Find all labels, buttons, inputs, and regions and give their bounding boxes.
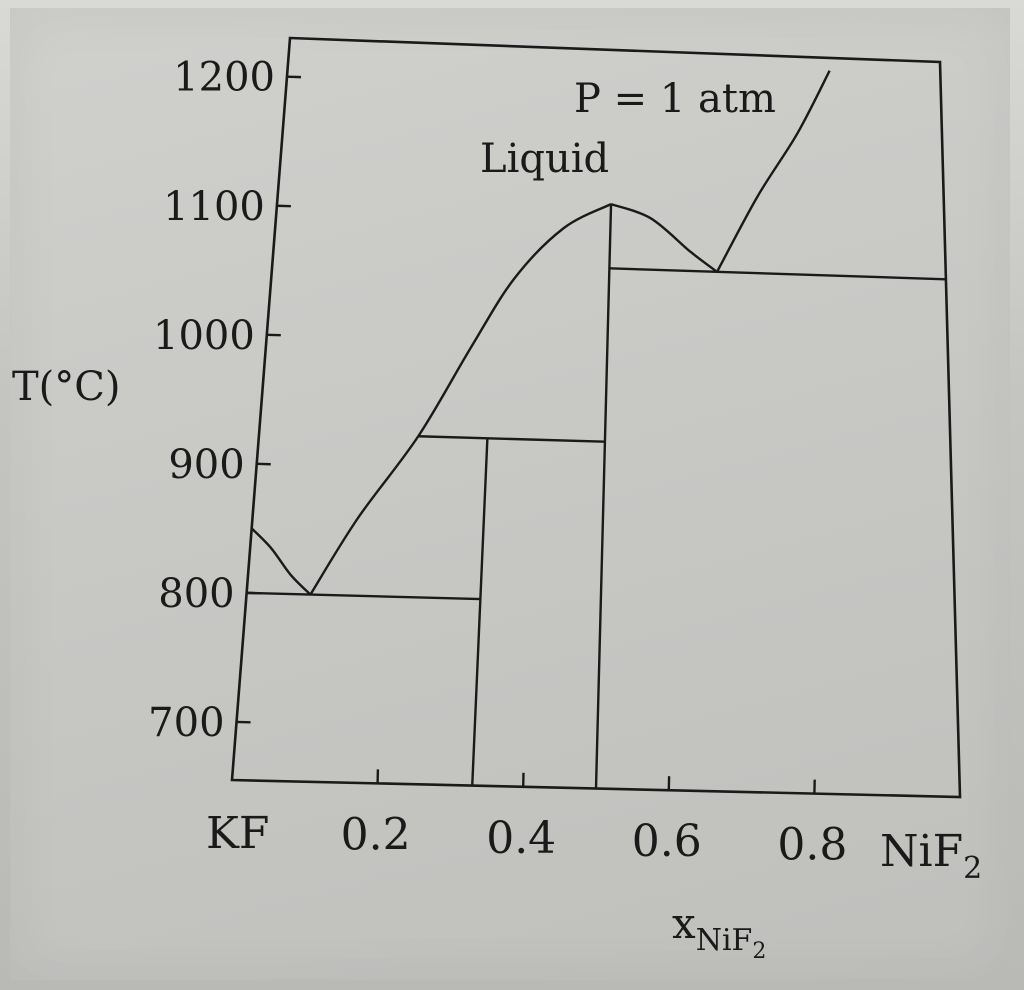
NiF2-liquidus [716, 70, 831, 273]
peritectic-line [418, 435, 605, 443]
eutectic-2-line [609, 267, 946, 281]
x-axis-label-sub: NiF [696, 923, 753, 958]
x-end-label-right-main: NiF [880, 826, 963, 877]
plot-border [230, 36, 962, 799]
x-end-label-left: KF [206, 808, 269, 859]
x-tick-label-0.4: 0.4 [486, 813, 556, 864]
x-axis-label-subsub: 2 [752, 939, 766, 964]
y-tick-label-1000: 1000 [153, 313, 255, 359]
chart-labels: P = 1 atm Liquid T(°C) KF NiF2 xNiF2 [12, 76, 982, 964]
liquid-region-label: Liquid [480, 136, 609, 182]
x-tick-label-0.2: 0.2 [341, 809, 411, 860]
compound-KNiF3-line [594, 204, 613, 789]
plot-frame [230, 36, 962, 799]
x-axis-label-main: x [672, 899, 696, 948]
KF-liquidus [250, 527, 312, 596]
paper-page [10, 8, 1010, 980]
y-tick-label-700: 700 [148, 700, 224, 746]
x-tick-label-0.8: 0.8 [777, 820, 847, 871]
y-tick-label-1100: 1100 [163, 184, 265, 230]
pressure-condition: P = 1 atm [574, 76, 776, 122]
compound1-liquidus [309, 203, 612, 596]
y-tick-label-1200: 1200 [173, 55, 275, 101]
x-tick-label-0.6: 0.6 [632, 816, 702, 867]
compound2-liquidus [610, 202, 718, 273]
x-axis-label: xNiF2 [672, 899, 766, 964]
y-tick-label-800: 800 [158, 571, 234, 617]
eutectic-1-line [246, 591, 481, 601]
x-end-label-right: NiF2 [880, 826, 982, 886]
x-end-label-right-sub: 2 [963, 851, 982, 886]
y-tick-label-900: 900 [168, 442, 244, 488]
tie-lines [246, 204, 946, 789]
y-axis-label: T(°C) [12, 364, 121, 410]
liquidus-curves [250, 70, 831, 596]
compound-KF2NiF2-line [471, 438, 489, 786]
axis-ticks: 700 800 900 1000 1100 1200 0.2 0.4 0.6 0.8 [148, 55, 847, 871]
